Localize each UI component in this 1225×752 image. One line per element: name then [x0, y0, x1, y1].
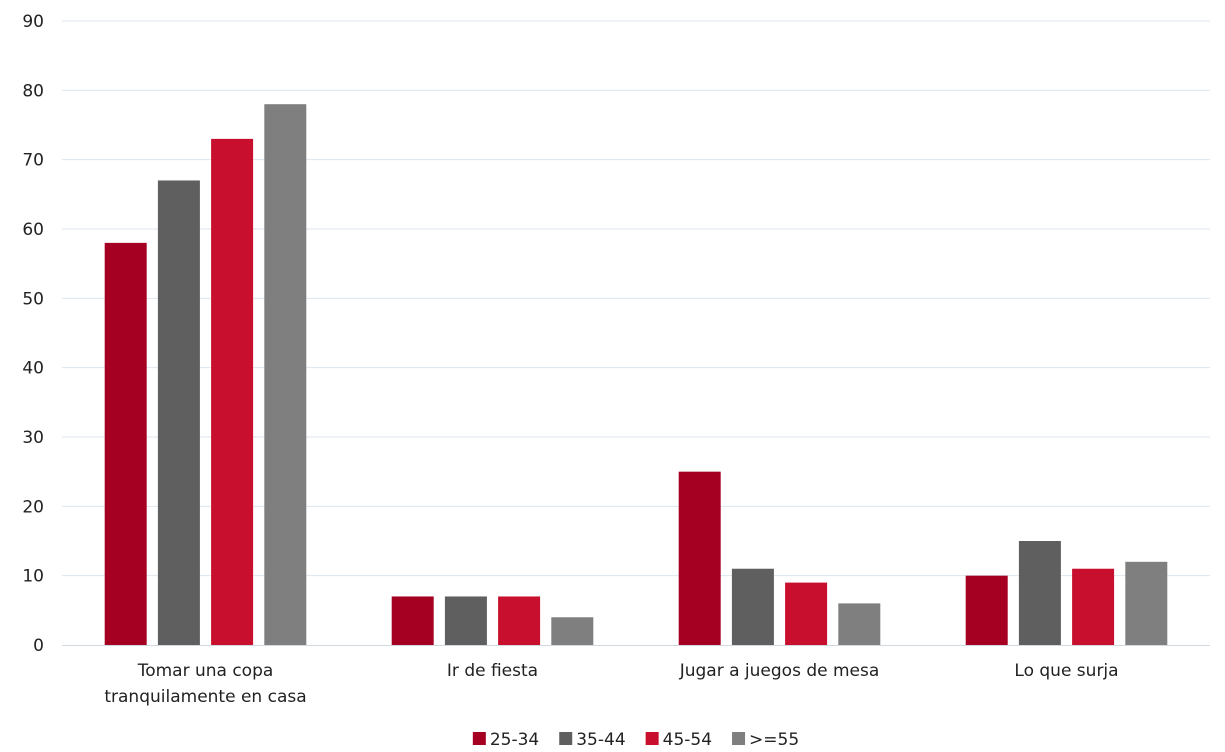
y-tick-label: 50	[22, 289, 44, 309]
bar	[1125, 561, 1168, 645]
x-tick-label: Tomar una copa	[137, 661, 274, 681]
bar	[1072, 568, 1115, 645]
y-tick-label: 80	[22, 81, 44, 101]
bar	[211, 138, 254, 645]
y-tick-label: 0	[33, 636, 44, 656]
legend-item: 45-54	[645, 730, 712, 750]
bar	[444, 596, 487, 645]
legend-label: 45-54	[663, 730, 712, 750]
bar	[678, 471, 721, 645]
bar	[104, 242, 147, 645]
bar	[551, 617, 594, 645]
legend-swatch	[559, 732, 573, 745]
legend-label: 25-34	[490, 730, 539, 750]
gridlines	[62, 20, 1210, 577]
legend-swatch	[645, 732, 659, 745]
bar	[157, 180, 200, 645]
x-tick-label: Jugar a juegos de mesa	[679, 661, 880, 681]
bar	[264, 104, 307, 645]
legend-swatch	[472, 732, 486, 745]
y-tick-label: 40	[22, 359, 44, 379]
y-tick-label: 20	[22, 497, 44, 517]
x-tick-label: Lo que surja	[1014, 661, 1118, 681]
y-tick-label: 60	[22, 220, 44, 240]
legend: 25-34 35-44 45-54 >=55	[472, 730, 799, 750]
bars	[104, 104, 1168, 645]
legend-label: 35-44	[576, 730, 625, 750]
legend-item: >=55	[732, 730, 799, 750]
legend-item: 25-34	[472, 730, 539, 750]
x-tick-label: tranquilamente en casa	[104, 687, 306, 707]
y-tick-label: 10	[22, 567, 44, 587]
legend-item: 35-44	[559, 730, 626, 750]
bar	[498, 596, 541, 645]
bar	[965, 575, 1008, 645]
y-tick-label: 90	[22, 12, 44, 32]
legend-label: >=55	[749, 730, 799, 750]
y-tick-label: 70	[22, 151, 44, 171]
x-tick-label: Ir de fiesta	[447, 661, 538, 681]
bar	[391, 596, 434, 645]
bar	[731, 568, 774, 645]
bar	[785, 582, 828, 645]
bar	[1018, 541, 1061, 645]
legend-swatch	[732, 732, 746, 745]
y-tick-label: 30	[22, 428, 44, 448]
x-axis: Tomar una copa tranquilamente en casa Ir d…	[62, 645, 1210, 707]
y-axis: 0 10 20 30 40 50 60 70 80 90	[22, 12, 44, 656]
bar	[838, 603, 881, 645]
